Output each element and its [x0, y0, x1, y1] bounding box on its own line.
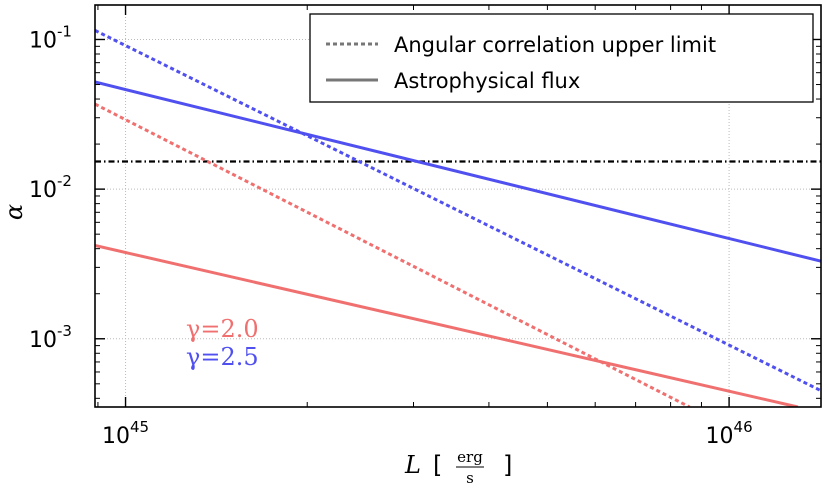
- y-tick-label: 10-1: [29, 22, 72, 53]
- x-axis-unit-numerator: erg: [457, 448, 483, 466]
- x-tick-label: 1045: [102, 418, 149, 449]
- legend-box: [309, 13, 814, 103]
- y-axis-label: α: [0, 204, 28, 220]
- x-axis-label: L [ erg s ]: [404, 448, 512, 487]
- x-axis-bracket-close: ]: [503, 451, 512, 479]
- annotation-gamma-2-0: γ=2.0: [186, 315, 259, 343]
- series-line-gamma-2-0-angular: [95, 102, 691, 407]
- series-line-gamma-2-5-flux: [95, 80, 821, 263]
- y-tick-label: 10-2: [29, 172, 72, 203]
- x-axis-symbol: L: [404, 451, 421, 479]
- legend: Angular correlation upper limit Astrophy…: [309, 13, 814, 103]
- axis-ticks: 1045 1046 10-1 10-2 10-3: [29, 5, 821, 449]
- x-axis-unit-denominator: s: [466, 469, 474, 487]
- x-tick-label: 1046: [706, 418, 753, 449]
- y-tick-label: 10-3: [29, 322, 72, 353]
- x-axis-bracket-open: [: [433, 451, 442, 479]
- annotation-gamma-2-5: γ=2.5: [186, 343, 259, 371]
- series-line-gamma-2-5-angular: [95, 29, 821, 393]
- plot-frame: [94, 4, 822, 408]
- legend-label-angular: Angular correlation upper limit: [394, 33, 716, 57]
- series-line-gamma-2-0-flux: [95, 244, 799, 407]
- legend-label-flux: Astrophysical flux: [394, 69, 580, 93]
- data-series: [95, 29, 821, 407]
